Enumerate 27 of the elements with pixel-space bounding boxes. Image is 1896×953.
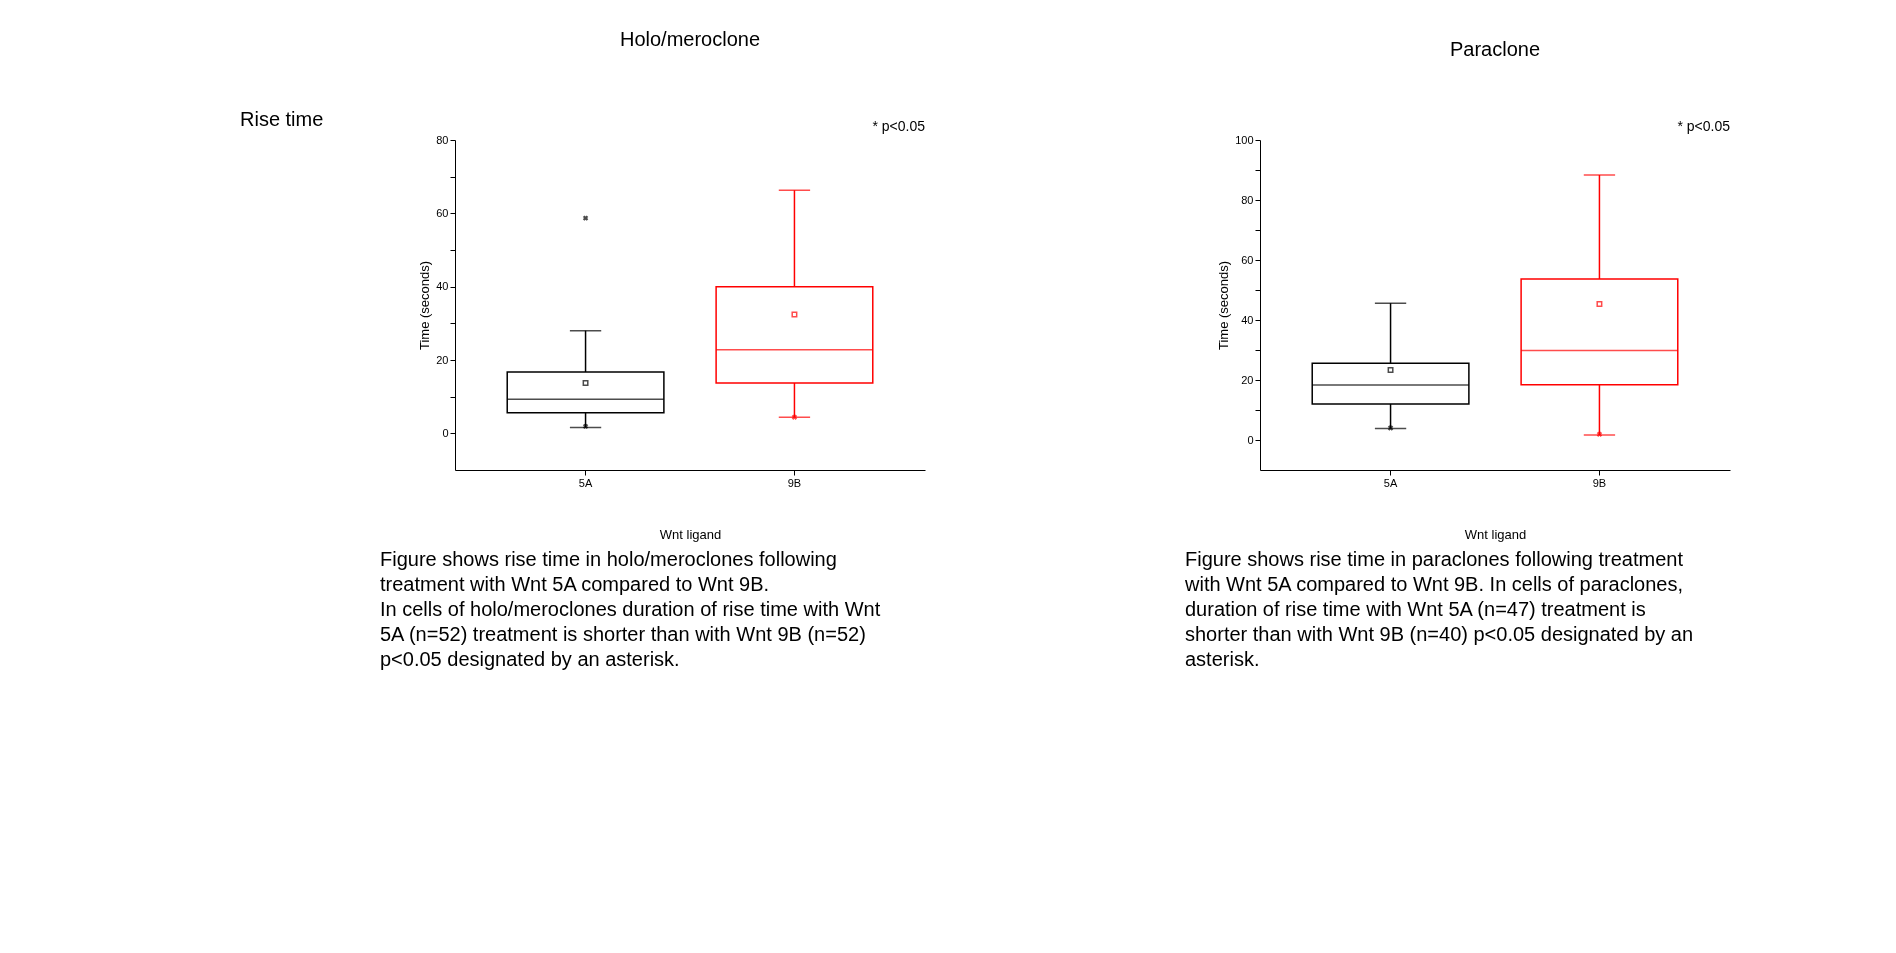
y-tick-label: 40 [436,280,449,293]
text: * p<0.05 [1677,118,1731,134]
y-tick-label: 20 [1241,373,1254,386]
y-tick-label: 60 [436,206,449,219]
chart-title: Holo/meroclone [619,28,761,50]
y-tick-label: 60 [1241,253,1254,266]
text: Figure shows rise time in holo/meroclones following treatment with Wnt 5A compared to Wnt 9B. [380,548,837,595]
y-tick-label: 20 [436,353,449,366]
chart-title: Paraclone [1449,38,1541,60]
x-tick-label: 9B [1592,476,1607,489]
y-tick-label: 0 [442,426,449,439]
x-tick-label: 5A [1383,476,1398,489]
y-tick-label: 100 [1235,133,1254,146]
y-axis-title: Time (seconds) [1216,260,1232,351]
text: Figure shows rise time in paraclones following treatment with Wnt 5A compared to Wnt 9B. In cells of paraclones, duration of rise time with Wnt 5A (n=47) treatment is shorter than with Wnt 9B (n=40) p<0.05 designated by an asterisk. [1184,548,1694,670]
y-tick-label: 80 [436,133,449,146]
x-tick-label: 9B [787,476,802,489]
y-tick-label: 0 [1247,433,1254,446]
x-tick-label: 5A [578,476,593,489]
x-axis-title: Wnt ligand [659,526,722,542]
x-axis-title: Wnt ligand [1464,526,1527,542]
y-tick-label: 40 [1241,313,1254,326]
text: In cells of holo/meroclones duration of rise time with Wnt 5A (n=52) treatment is shorter than with Wnt 9B (n=52) p<0.05 designated by an asterisk. [380,598,881,670]
y-axis-title: Time (seconds) [417,260,433,351]
text: Rise time [240,108,324,130]
y-tick-label: 80 [1241,193,1254,206]
text: * p<0.05 [872,118,926,134]
